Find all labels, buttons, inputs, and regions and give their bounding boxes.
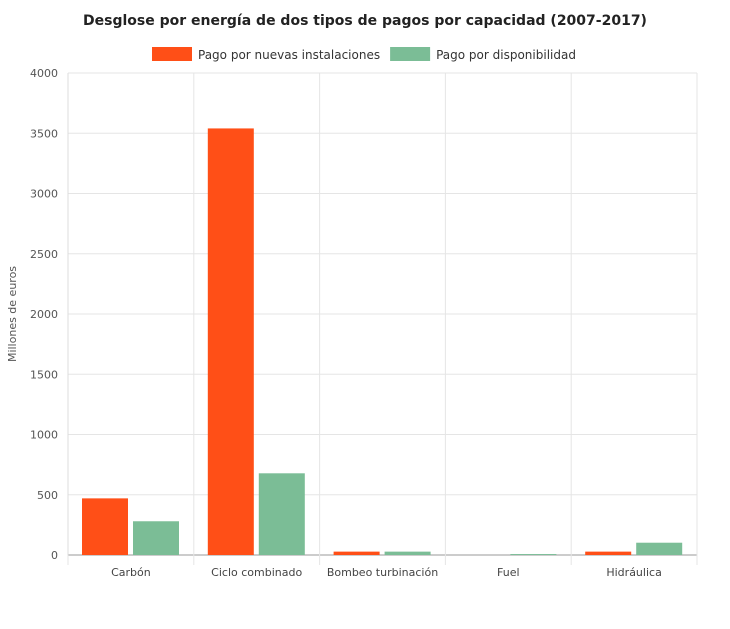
y-tick-label: 3500 (30, 127, 58, 140)
x-tick-label: Hidráulica (606, 566, 661, 579)
y-axis-label: Millones de euros (6, 266, 19, 362)
legend-swatch (152, 47, 192, 61)
bar-disponibilidad (510, 554, 557, 555)
bar-disponibilidad (258, 473, 305, 555)
bar-nuevas-instalaciones (333, 551, 380, 555)
y-tick-label: 500 (37, 489, 58, 502)
bar-disponibilidad (636, 542, 683, 555)
x-tick-label: Bombeo turbinación (327, 566, 438, 579)
x-tick-label: Ciclo combinado (211, 566, 302, 579)
bar-disponibilidad (133, 521, 179, 555)
bar-nuevas-instalaciones (585, 551, 632, 555)
legend-label: Pago por nuevas instalaciones (198, 48, 380, 62)
bar-nuevas-instalaciones (82, 498, 128, 555)
legend-swatch (390, 47, 431, 61)
y-tick-label: 2000 (30, 308, 58, 321)
y-tick-label: 0 (51, 549, 58, 562)
y-tick-label: 4000 (30, 67, 58, 80)
y-tick-label: 2500 (30, 248, 58, 261)
legend-label: Pago por disponibilidad (436, 48, 576, 62)
bar-disponibilidad (384, 551, 431, 555)
y-tick-label: 3000 (30, 188, 58, 201)
y-tick-label: 1500 (30, 368, 58, 381)
y-tick-label: 1000 (30, 429, 58, 442)
x-tick-label: Carbón (111, 566, 151, 579)
bar-nuevas-instalaciones (207, 128, 254, 555)
x-tick-label: Fuel (497, 566, 520, 579)
chart-title: Desglose por energía de dos tipos de pag… (83, 13, 647, 29)
